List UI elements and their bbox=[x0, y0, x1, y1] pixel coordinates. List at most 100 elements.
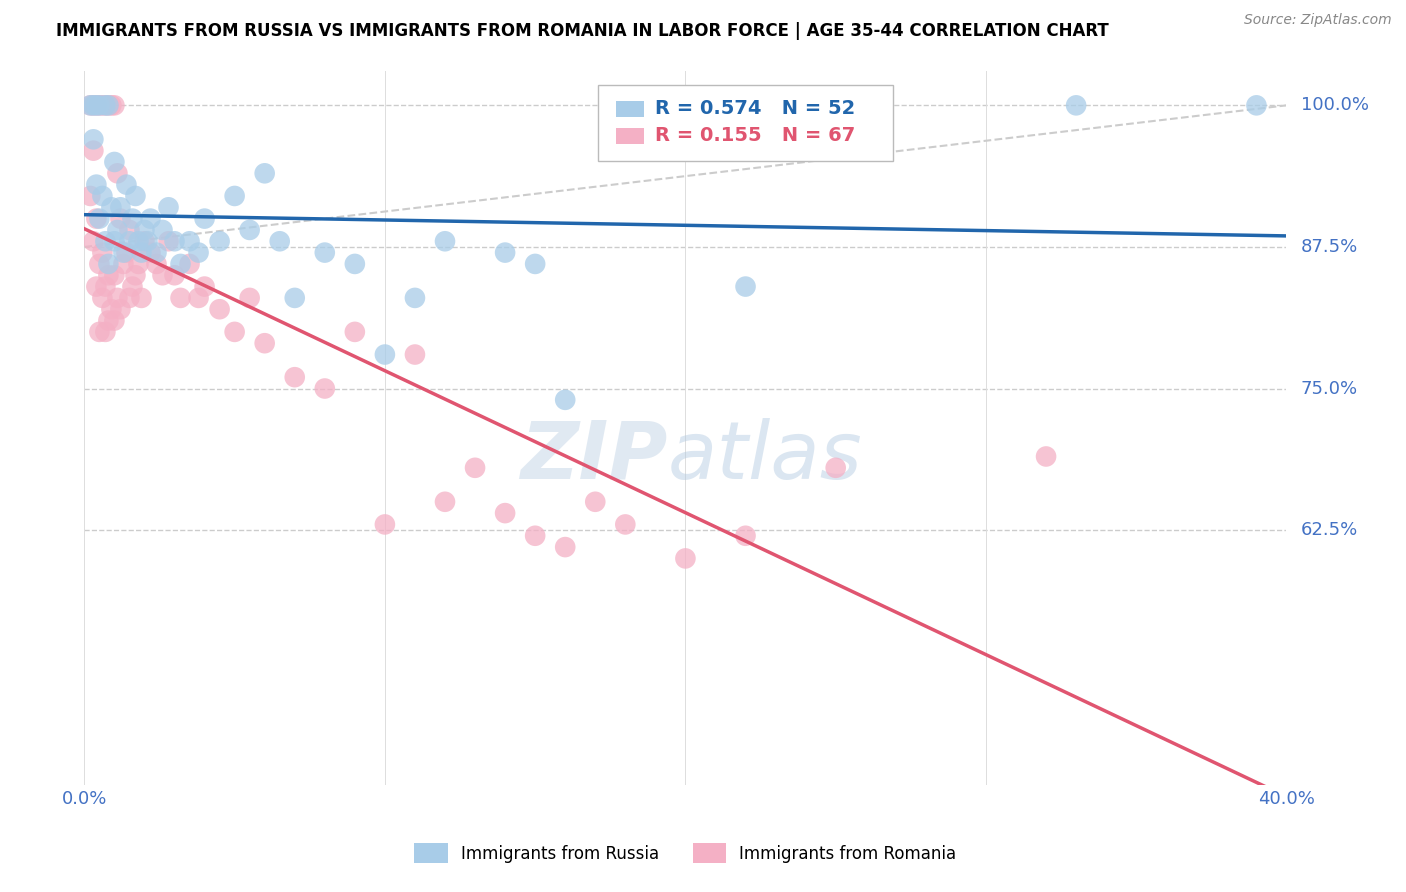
Point bbox=[97, 98, 120, 112]
Point bbox=[524, 257, 547, 271]
Point bbox=[97, 257, 120, 271]
Point bbox=[314, 382, 336, 396]
Point bbox=[554, 392, 576, 407]
Point bbox=[100, 98, 122, 112]
Point bbox=[82, 144, 104, 158]
Point bbox=[343, 325, 366, 339]
Point bbox=[121, 211, 143, 226]
Point bbox=[136, 234, 159, 248]
Point bbox=[208, 234, 231, 248]
Legend: Immigrants from Russia, Immigrants from Romania: Immigrants from Russia, Immigrants from … bbox=[408, 837, 963, 870]
Point bbox=[103, 155, 125, 169]
Point bbox=[145, 257, 167, 271]
Point bbox=[194, 279, 217, 293]
Point bbox=[82, 98, 104, 112]
Point bbox=[163, 234, 186, 248]
Point bbox=[79, 98, 101, 112]
Text: IMMIGRANTS FROM RUSSIA VS IMMIGRANTS FROM ROMANIA IN LABOR FORCE | AGE 35-44 COR: IMMIGRANTS FROM RUSSIA VS IMMIGRANTS FRO… bbox=[56, 22, 1109, 40]
Point bbox=[224, 325, 246, 339]
Point bbox=[79, 189, 101, 203]
Point bbox=[115, 245, 138, 260]
Point bbox=[374, 517, 396, 532]
Point bbox=[110, 302, 132, 317]
Point bbox=[89, 98, 111, 112]
Point bbox=[94, 234, 117, 248]
Point bbox=[434, 234, 457, 248]
Point bbox=[554, 540, 576, 554]
Point bbox=[86, 279, 108, 293]
Point bbox=[145, 245, 167, 260]
Point bbox=[86, 98, 108, 112]
Point bbox=[434, 495, 457, 509]
Point bbox=[464, 460, 486, 475]
Point bbox=[194, 211, 217, 226]
Point bbox=[187, 245, 209, 260]
Point bbox=[89, 98, 111, 112]
Point bbox=[91, 291, 114, 305]
Point bbox=[82, 98, 104, 112]
Point bbox=[343, 257, 366, 271]
Point bbox=[118, 234, 141, 248]
Point bbox=[494, 245, 516, 260]
Point bbox=[110, 211, 132, 226]
Text: atlas: atlas bbox=[668, 417, 862, 496]
Text: 100.0%: 100.0% bbox=[1301, 96, 1368, 114]
Point bbox=[110, 200, 132, 214]
Point bbox=[1246, 98, 1268, 112]
Point bbox=[97, 313, 120, 327]
Point bbox=[107, 166, 129, 180]
Point bbox=[583, 495, 606, 509]
Point bbox=[112, 245, 135, 260]
Point bbox=[112, 257, 135, 271]
Point bbox=[94, 98, 117, 112]
Point bbox=[115, 178, 138, 192]
Text: 75.0%: 75.0% bbox=[1301, 379, 1358, 398]
Point bbox=[239, 291, 262, 305]
Point bbox=[208, 302, 231, 317]
Point bbox=[91, 245, 114, 260]
Point bbox=[163, 268, 186, 283]
Point bbox=[134, 234, 156, 248]
Point bbox=[224, 189, 246, 203]
Point bbox=[734, 279, 756, 293]
Point bbox=[157, 200, 180, 214]
Point bbox=[86, 178, 108, 192]
Point bbox=[404, 347, 426, 361]
Point bbox=[131, 245, 153, 260]
Point bbox=[139, 245, 162, 260]
Point bbox=[374, 347, 396, 361]
Point bbox=[103, 313, 125, 327]
Point bbox=[103, 98, 125, 112]
Point bbox=[89, 211, 111, 226]
Point bbox=[284, 370, 307, 384]
Point bbox=[134, 223, 156, 237]
Point bbox=[284, 291, 307, 305]
Point bbox=[187, 291, 209, 305]
Point bbox=[524, 529, 547, 543]
Point bbox=[118, 223, 141, 237]
Point bbox=[614, 517, 637, 532]
Text: ZIP: ZIP bbox=[520, 417, 668, 496]
Point bbox=[89, 257, 111, 271]
Point bbox=[124, 268, 146, 283]
Point bbox=[103, 234, 125, 248]
Point bbox=[118, 291, 141, 305]
Text: 62.5%: 62.5% bbox=[1301, 521, 1358, 539]
Point bbox=[127, 257, 149, 271]
Point bbox=[179, 257, 201, 271]
Point bbox=[253, 336, 276, 351]
Point bbox=[139, 211, 162, 226]
Point bbox=[1035, 450, 1057, 464]
Point bbox=[82, 132, 104, 146]
Point bbox=[100, 200, 122, 214]
Point bbox=[82, 234, 104, 248]
Point bbox=[124, 189, 146, 203]
Point bbox=[253, 166, 276, 180]
Text: 87.5%: 87.5% bbox=[1301, 238, 1358, 256]
Text: R = 0.574   N = 52: R = 0.574 N = 52 bbox=[655, 99, 855, 119]
Point bbox=[131, 291, 153, 305]
Point bbox=[824, 460, 846, 475]
Point bbox=[86, 211, 108, 226]
Point bbox=[97, 98, 120, 112]
Point bbox=[675, 551, 697, 566]
